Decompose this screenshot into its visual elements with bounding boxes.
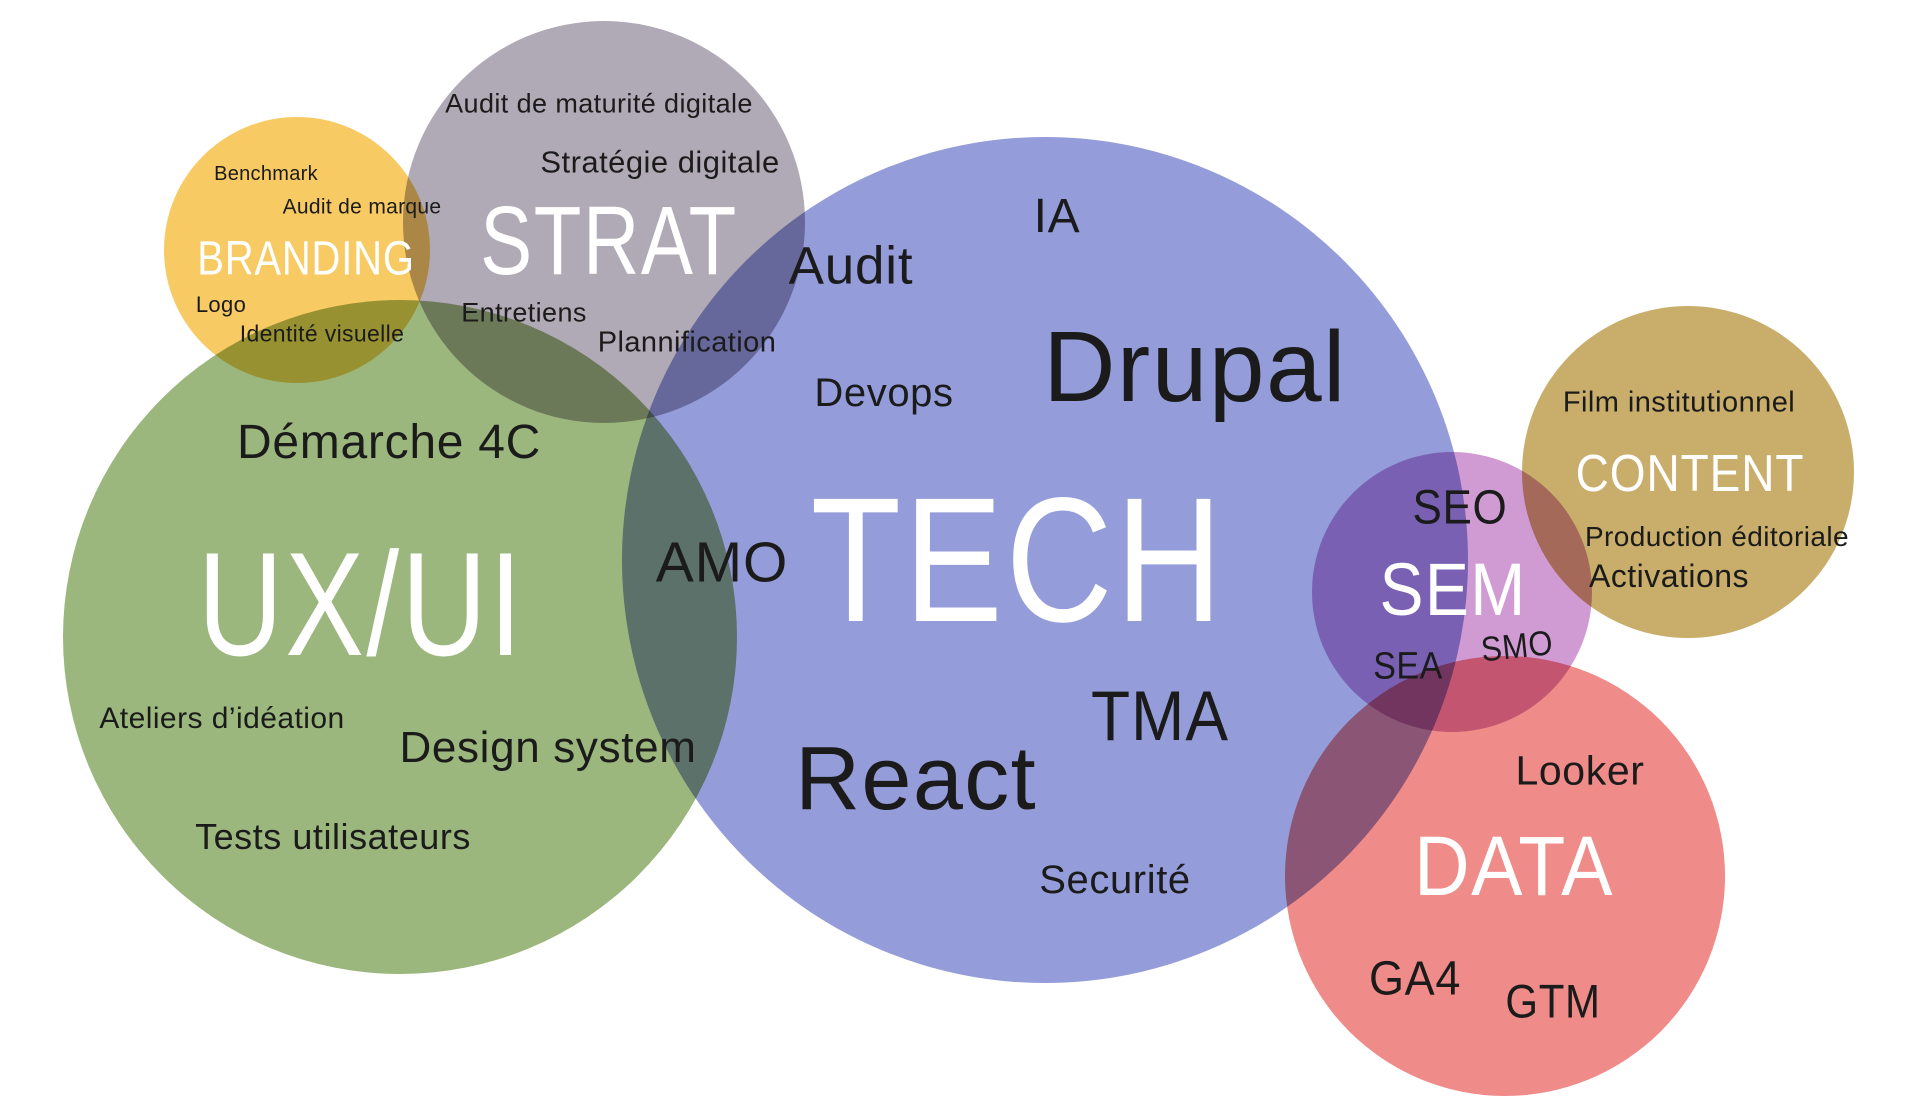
label-react: React [795, 729, 1037, 829]
label-logo: Logo [195, 292, 247, 317]
circle-uxui [63, 300, 737, 974]
group-title-sem: SEM [1379, 547, 1527, 631]
label-audit: Audit [788, 236, 914, 296]
label-smo: SMO [1479, 622, 1555, 670]
label-ateliers-d-ideation: Ateliers d’idéation [99, 702, 345, 735]
label-sea: SEA [1373, 644, 1443, 688]
group-title-tech: TECH [810, 461, 1226, 660]
label-audit-de-marque: Audit de marque [282, 195, 442, 219]
label-production-editoriale: Production éditoriale [1584, 521, 1850, 552]
label-design-system: Design system [399, 723, 697, 772]
label-looker: Looker [1515, 747, 1645, 794]
label-entretiens: Entretiens [461, 297, 587, 328]
label-seo: SEO [1412, 480, 1508, 535]
label-drupal: Drupal [1043, 311, 1347, 423]
label-plannification: Plannification [597, 326, 777, 359]
label-film-institutionnel: Film institutionnel [1562, 386, 1796, 419]
group-title-strat: STRAT [480, 185, 738, 295]
group-title-branding: BRANDING [197, 232, 415, 286]
circle-data [1285, 656, 1725, 1096]
label-devops: Devops [814, 371, 954, 415]
label-benchmark: Benchmark [214, 163, 318, 185]
label-demarche-4c: Démarche 4C [236, 416, 542, 469]
circle-content [1522, 306, 1854, 638]
label-gtm: GTM [1505, 975, 1601, 1028]
label-strategie-digitale: Stratégie digitale [540, 144, 780, 180]
label-securite: Securité [1039, 858, 1191, 902]
label-activations: Activations [1588, 558, 1750, 594]
group-title-uxui: UX/UI [197, 522, 525, 688]
label-tma: TMA [1091, 676, 1229, 756]
label-amo: AMO [655, 530, 789, 595]
label-identite-visuelle: Identité visuelle [239, 320, 405, 347]
group-title-content: CONTENT [1575, 443, 1805, 503]
group-title-data: DATA [1413, 819, 1615, 914]
label-ga4: GA4 [1368, 950, 1462, 1006]
label-ia: IA [1033, 190, 1081, 243]
label-tests-utilisateurs: Tests utilisateurs [195, 816, 471, 857]
label-audit-de-maturite-digitale: Audit de maturité digitale [445, 88, 753, 119]
